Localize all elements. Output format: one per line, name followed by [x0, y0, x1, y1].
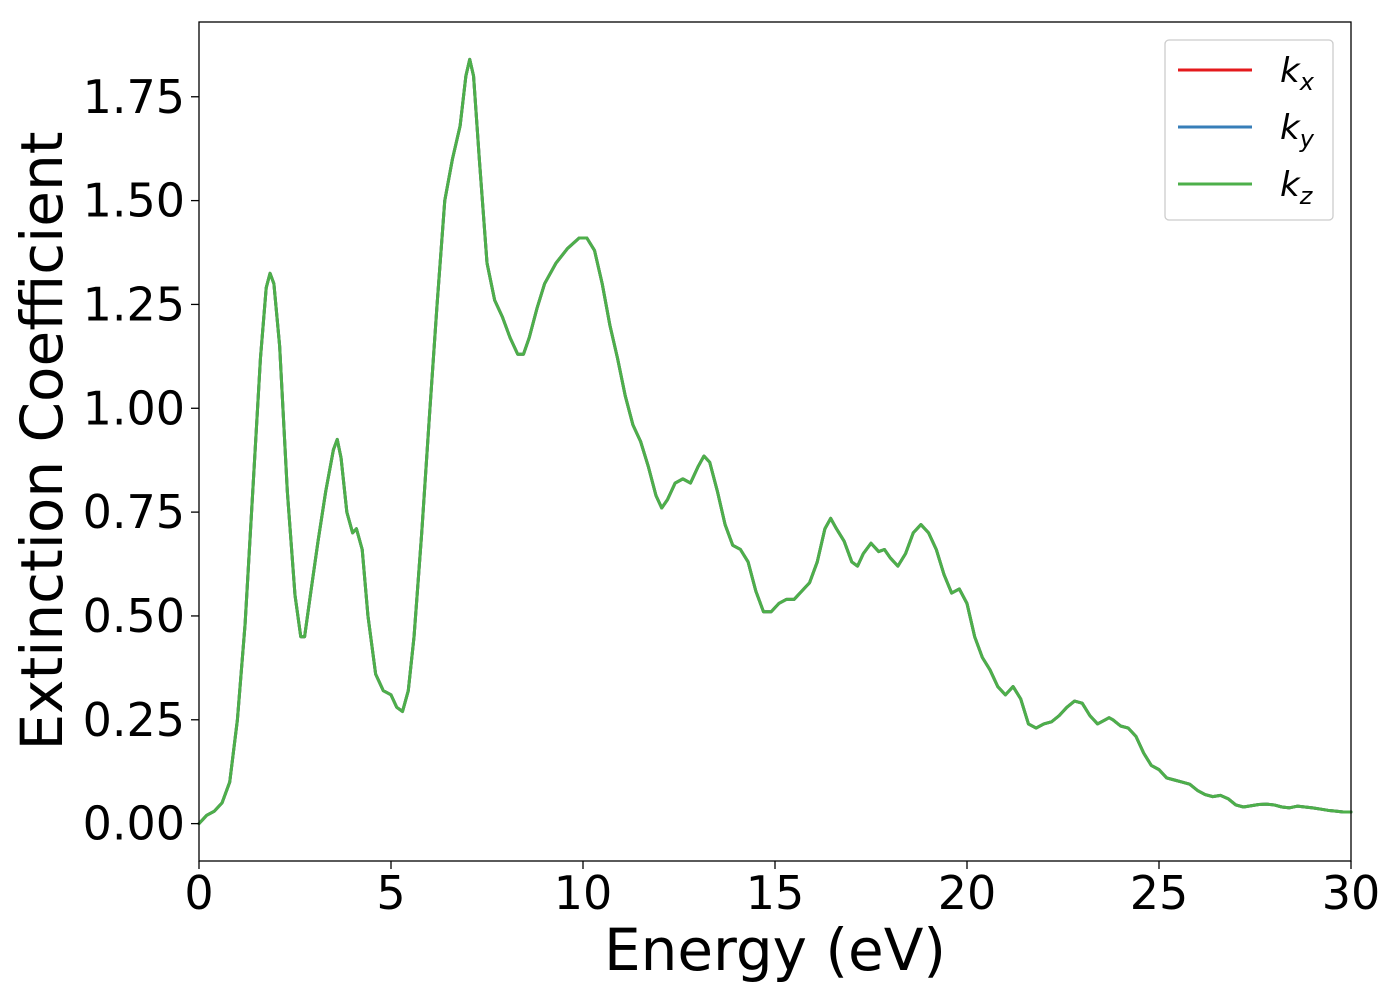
- y-tick-label: 0.00: [83, 797, 185, 851]
- legend-label-x: kx: [1280, 51, 1315, 96]
- legend-symbol: k: [1280, 165, 1301, 205]
- series-layer: [197, 57, 1353, 826]
- legend-label-z: kz: [1280, 165, 1314, 210]
- x-tick-label: 5: [376, 866, 405, 920]
- x-tick-label: 10: [554, 866, 613, 920]
- legend-subscript: y: [1299, 125, 1315, 153]
- legend-subscript: x: [1299, 68, 1315, 96]
- legend-frame: [1164, 39, 1334, 221]
- y-tick-label: 0.75: [83, 485, 185, 539]
- x-tick-label: 0: [184, 866, 213, 920]
- legend-label-y: ky: [1280, 108, 1315, 153]
- y-tick-label: 0.50: [83, 589, 185, 643]
- x-tick-label: 25: [1130, 866, 1189, 920]
- legend-subscript: z: [1299, 182, 1314, 210]
- y-tick-label: 1.00: [83, 381, 185, 435]
- legend-symbol: k: [1280, 108, 1301, 148]
- series-line-z: [197, 57, 1353, 826]
- y-tick-label: 0.25: [83, 693, 185, 747]
- y-tick-label: 1.50: [83, 174, 185, 228]
- legend-symbol: k: [1280, 51, 1301, 91]
- y-axis-ticks: 0.00 0.25 0.50 0.75 1.00 1.25 1.50 1.75: [83, 70, 199, 851]
- x-tick-label: 30: [1322, 866, 1381, 920]
- x-tick-label: 15: [746, 866, 805, 920]
- y-axis-title: Extinction Coefficient: [8, 132, 76, 751]
- y-tick-label: 1.75: [83, 70, 185, 124]
- x-axis-title: Energy (eV): [604, 916, 946, 984]
- x-axis-ticks: 0 5 10 15 20 25 30: [184, 861, 1380, 920]
- y-tick-label: 1.25: [83, 277, 185, 331]
- x-tick-label: 20: [938, 866, 997, 920]
